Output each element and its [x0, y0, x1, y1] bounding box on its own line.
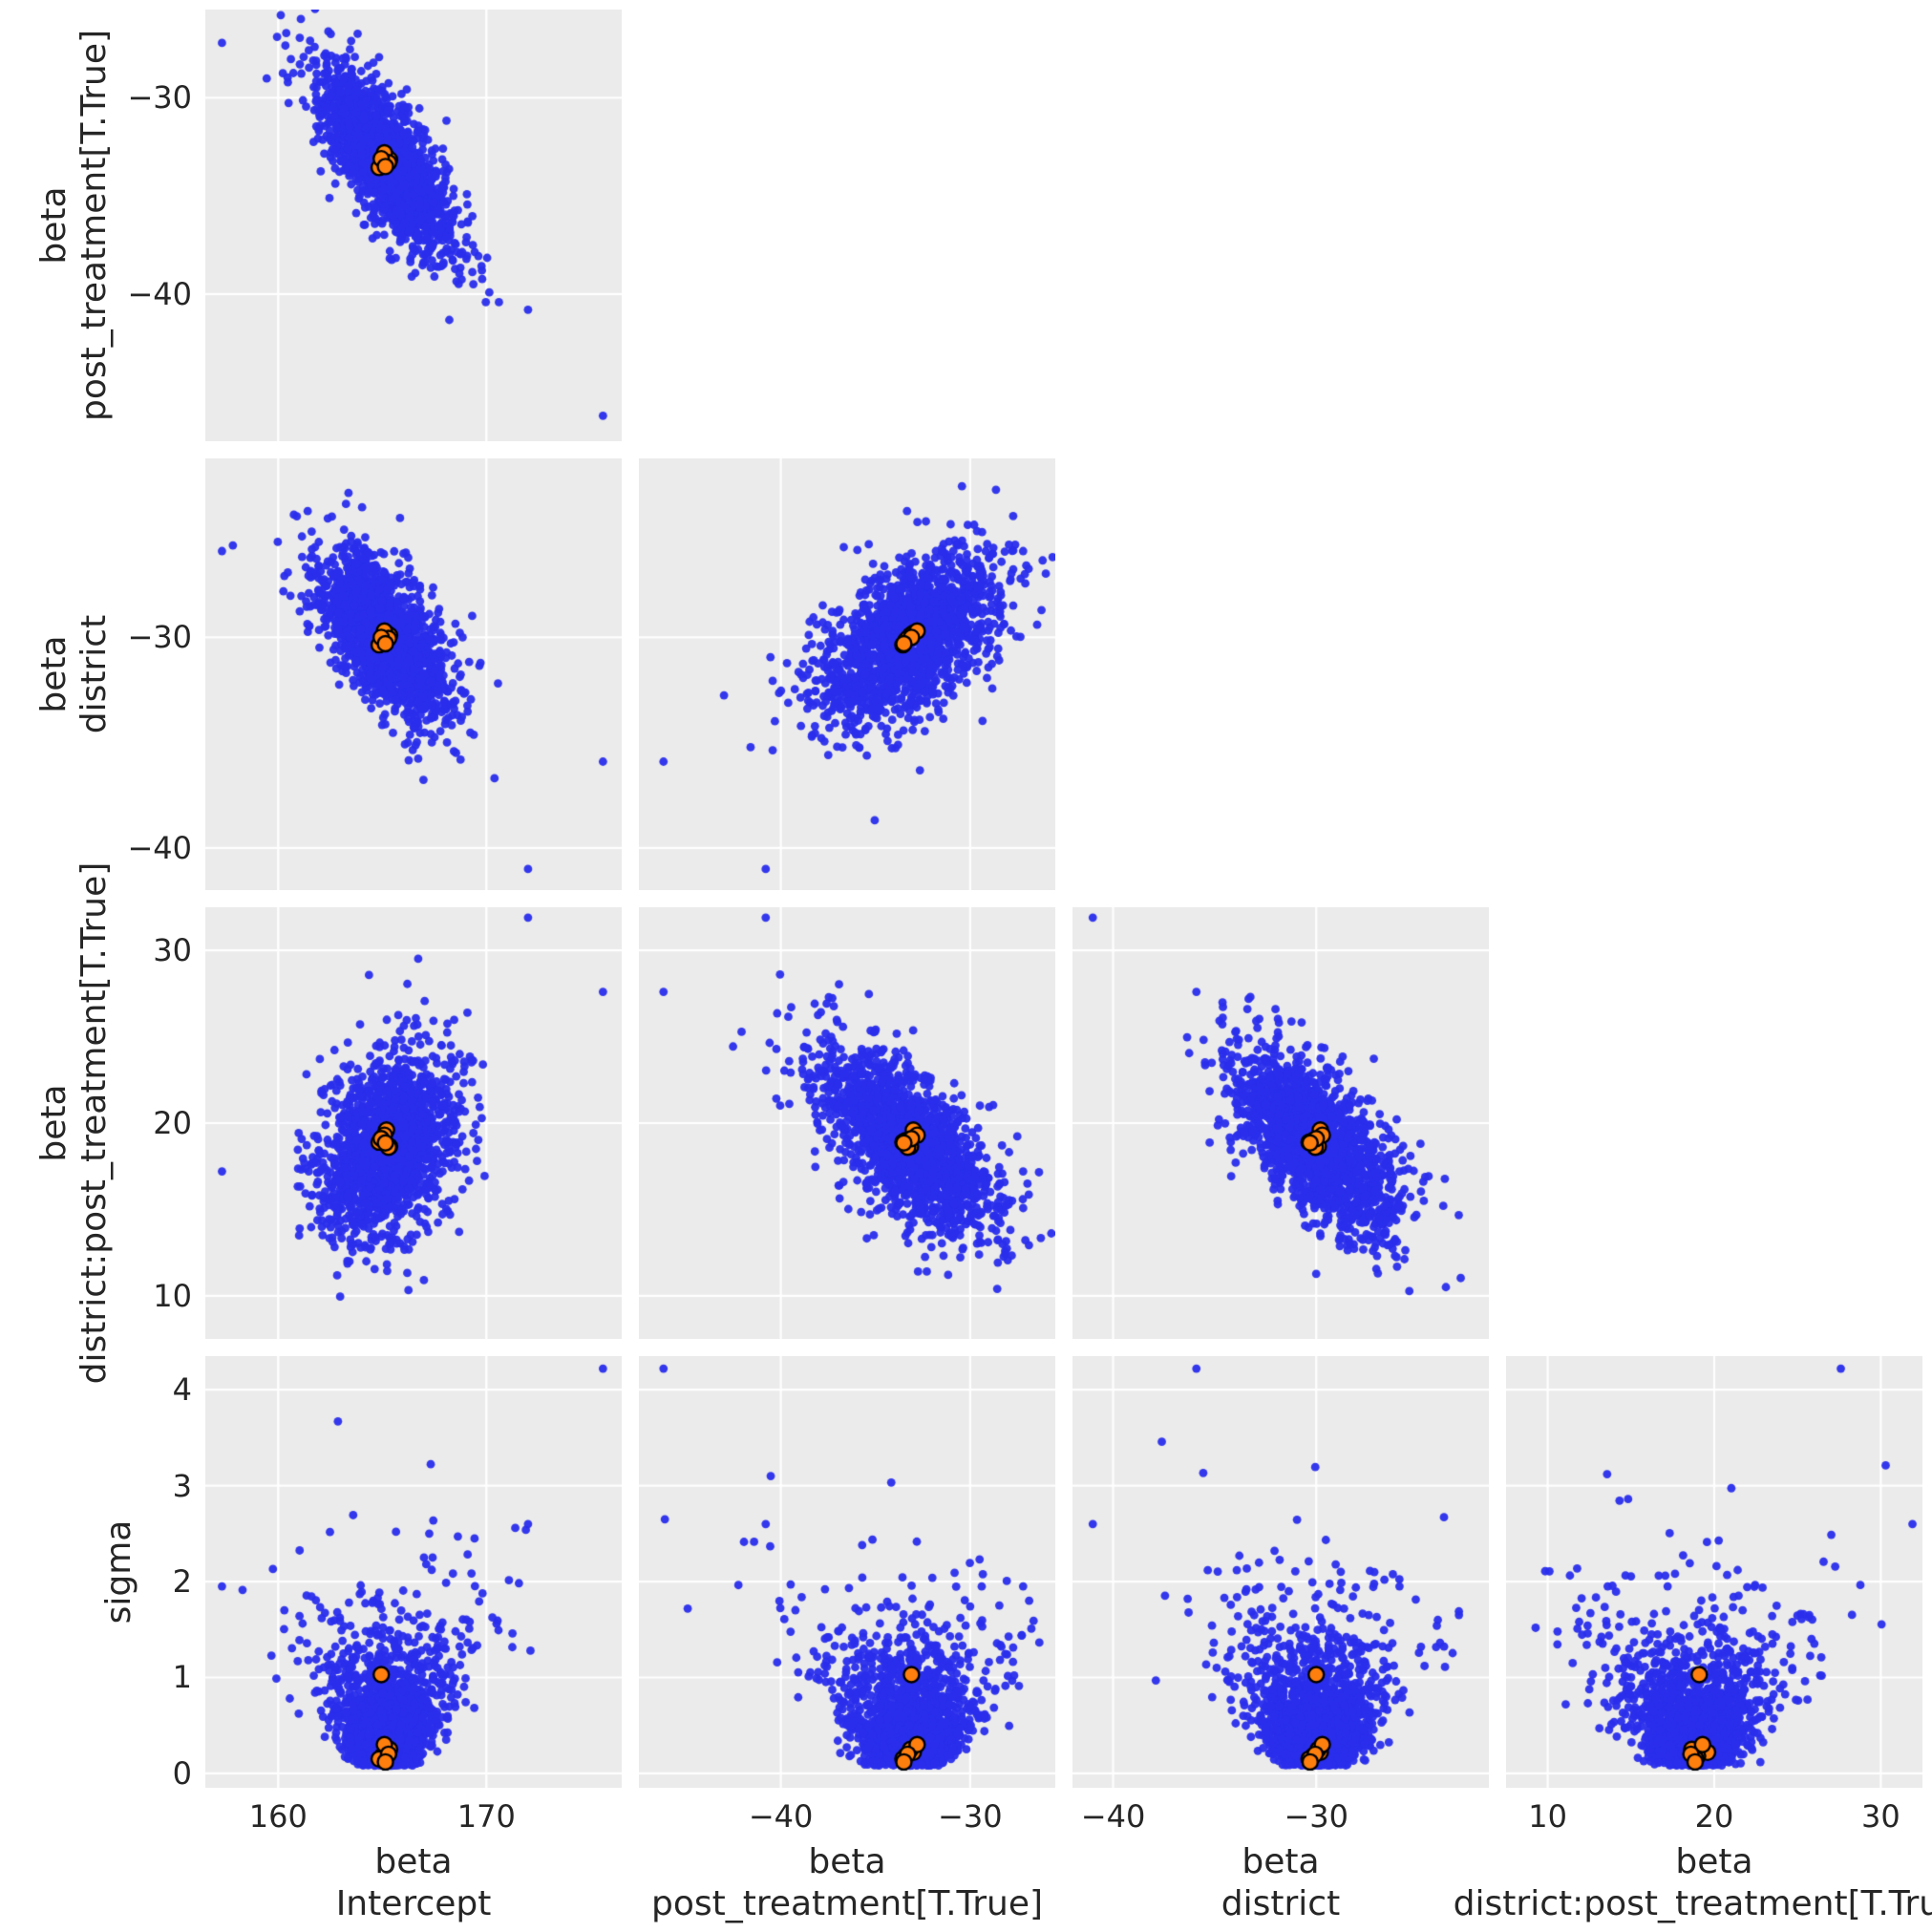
scatter-panel-r3c0 — [205, 1356, 622, 1788]
x-axis-label-line: beta — [1242, 1842, 1320, 1881]
scatter-canvas — [1072, 907, 1489, 1339]
x-tick-label: −40 — [1080, 1798, 1146, 1835]
x-axis-label-line: district:post_treatment[T.True] — [1453, 1884, 1932, 1923]
x-axis-label-line: beta — [1675, 1842, 1753, 1881]
y-tick-label: 1 — [172, 1659, 192, 1696]
x-axis-label-post_treatment: beta post_treatment[T.True] — [651, 1841, 1043, 1925]
y-tick-label: −30 — [127, 79, 192, 117]
x-axis-label-line: beta — [374, 1842, 453, 1881]
y-tick-label: 3 — [172, 1467, 192, 1504]
x-tick-label: 10 — [1528, 1798, 1567, 1835]
x-tick-label: 30 — [1861, 1798, 1900, 1835]
scatter-panel-r1c0 — [205, 458, 622, 890]
y-tick-label: −40 — [127, 275, 192, 312]
x-axis-label-line: post_treatment[T.True] — [650, 1884, 1044, 1923]
x-axis-label-district_post: beta district:post_treatment[T.True] — [1454, 1841, 1932, 1925]
x-tick-label: 160 — [248, 1798, 308, 1835]
x-axis-label-line: beta — [808, 1842, 886, 1881]
x-tick-label: −40 — [748, 1798, 814, 1835]
scatter-canvas — [1072, 1356, 1489, 1788]
scatter-canvas — [639, 458, 1055, 890]
x-tick-label: 170 — [456, 1798, 516, 1835]
scatter-canvas — [1506, 1356, 1922, 1788]
scatter-canvas — [639, 1356, 1055, 1788]
x-axis-label-district: beta district — [1221, 1841, 1340, 1925]
scatter-canvas — [205, 907, 622, 1339]
y-tick-label: 30 — [153, 932, 192, 969]
x-tick-label: −30 — [1284, 1798, 1348, 1835]
y-axis-label-line: beta — [34, 1084, 74, 1162]
y-tick-label: 10 — [153, 1277, 192, 1314]
scatter-panel-r3c1 — [639, 1356, 1055, 1788]
y-tick-label: −40 — [127, 829, 192, 866]
y-tick-label: 4 — [172, 1371, 192, 1409]
scatter-canvas — [205, 458, 622, 890]
y-tick-label: −30 — [127, 619, 192, 656]
scatter-panel-r2c2 — [1072, 907, 1489, 1339]
x-tick-label: 20 — [1694, 1798, 1734, 1835]
x-axis-label-line: district — [1221, 1884, 1341, 1923]
x-axis-label-intercept: beta Intercept — [336, 1841, 492, 1925]
y-tick-label: 20 — [153, 1105, 192, 1141]
scatter-panel-r2c1 — [639, 907, 1055, 1339]
x-axis-label-line: Intercept — [335, 1884, 492, 1923]
scatter-panel-r0c0 — [205, 10, 622, 441]
scatter-canvas — [205, 10, 622, 441]
y-tick-label: 2 — [172, 1563, 192, 1601]
y-axis-label-sigma: sigma — [99, 1142, 139, 1932]
scatter-panel-r2c0 — [205, 907, 622, 1339]
y-axis-label-line: sigma — [99, 1519, 138, 1624]
scatter-canvas — [205, 1356, 622, 1788]
scatter-panel-r1c1 — [639, 458, 1055, 890]
scatter-canvas — [639, 907, 1055, 1339]
scatter-panel-r3c2 — [1072, 1356, 1489, 1788]
scatter-panel-r3c3 — [1506, 1356, 1922, 1788]
y-tick-label: 0 — [172, 1754, 192, 1792]
x-tick-label: −30 — [938, 1798, 1003, 1835]
